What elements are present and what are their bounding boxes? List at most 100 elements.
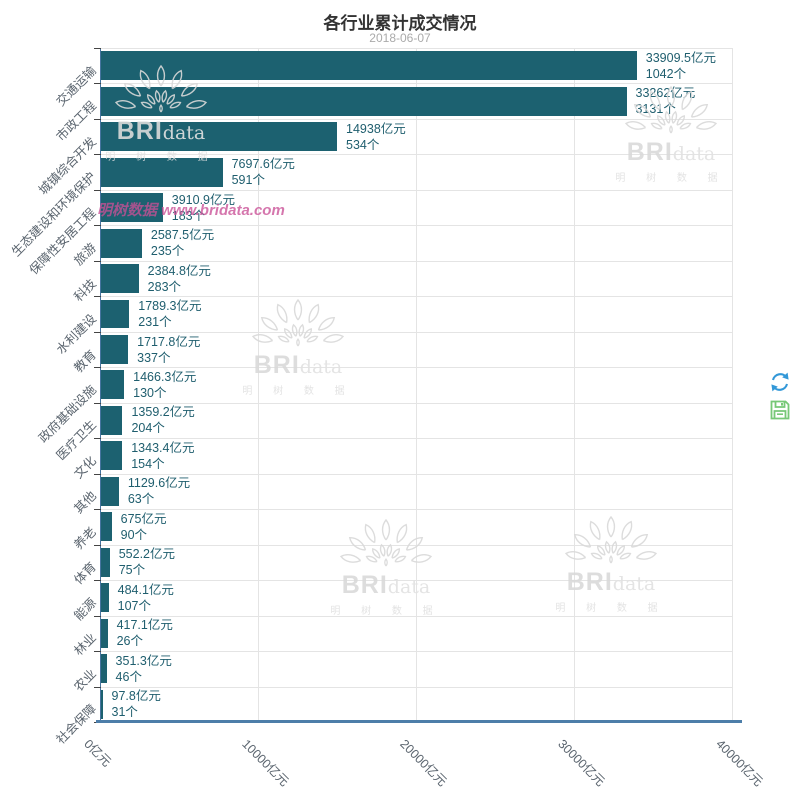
bar-value-label: 552.2亿元: [118, 547, 175, 562]
bar-label: 33909.5亿元 1042个: [646, 50, 716, 82]
bar[interactable]: [101, 689, 103, 719]
y-axis-tick: [94, 189, 101, 191]
bar[interactable]: [101, 51, 637, 81]
bar[interactable]: [101, 264, 139, 293]
y-axis-tick: [94, 367, 101, 369]
bar-label: 1789.3亿元 231个: [138, 298, 201, 330]
category-label: 养老: [71, 524, 100, 553]
y-gridline: [101, 402, 733, 404]
refresh-button[interactable]: [768, 370, 792, 394]
bar-count-label: 1042个: [645, 66, 687, 81]
bar-count-label: 337个: [137, 350, 171, 365]
bar-value-label: 1717.8亿元: [137, 334, 201, 349]
bar[interactable]: [101, 441, 123, 471]
bar[interactable]: [101, 370, 125, 400]
y-axis-tick: [94, 260, 101, 262]
bar[interactable]: [101, 86, 627, 116]
bar[interactable]: [101, 654, 107, 684]
category-label: 文化: [71, 453, 100, 482]
bar-value-label: 1789.3亿元: [138, 299, 202, 314]
bar-label: 1466.3亿元 130个: [133, 369, 196, 401]
bar-label: 417.1亿元 26个: [117, 617, 173, 649]
category-label: 旅游: [71, 240, 100, 269]
y-gridline: [101, 83, 733, 85]
bar-value-label: 1466.3亿元: [133, 370, 197, 384]
y-axis-tick: [94, 402, 101, 404]
category-label: 教育: [71, 347, 100, 375]
bar-count-label: 183个: [171, 208, 206, 223]
save-image-button[interactable]: [768, 398, 792, 422]
y-axis-tick: [94, 83, 101, 85]
category-label: 农业: [71, 666, 100, 694]
bar-count-label: 63个: [127, 492, 155, 507]
bar[interactable]: [101, 405, 123, 435]
x-tick-label: 0亿元: [81, 736, 114, 770]
bar-label: 2587.5亿元 235个: [151, 227, 214, 259]
bar[interactable]: [101, 299, 130, 329]
bar-label: 1359.2亿元 204个: [131, 404, 194, 436]
bar[interactable]: [101, 547, 110, 577]
bar-label: 1343.4亿元 154个: [131, 440, 194, 472]
y-gridline: [101, 615, 733, 617]
bar-value-label: 675亿元: [120, 511, 167, 526]
x-tick-label: 10000亿元: [239, 736, 292, 789]
y-axis-tick: [94, 154, 101, 156]
bar-value-label: 14938亿元: [346, 121, 406, 136]
bar[interactable]: [101, 334, 129, 364]
bar-label: 552.2亿元 75个: [119, 546, 175, 578]
x-gridline: [416, 48, 417, 722]
y-gridline: [101, 189, 733, 191]
bar-value-label: 351.3亿元: [115, 653, 172, 668]
bar-value-label: 3910.9亿元: [171, 192, 236, 207]
bar[interactable]: [101, 157, 223, 187]
bar-label: 1129.6亿元 63个: [128, 475, 190, 507]
bar-value-label: 7697.6亿元: [231, 157, 295, 172]
bar[interactable]: [101, 476, 119, 506]
bar-count-label: 107个: [117, 598, 151, 613]
bar-label: 7697.6亿元 591个: [232, 156, 295, 188]
bar-count-label: 130个: [133, 386, 167, 400]
bar[interactable]: [101, 583, 109, 613]
bar[interactable]: [101, 228, 142, 258]
bar-count-label: 283个: [147, 279, 182, 294]
bar-label: 351.3亿元 46个: [116, 653, 172, 685]
y-gridline: [101, 225, 733, 227]
bar[interactable]: [101, 618, 108, 648]
y-gridline: [101, 296, 733, 298]
y-gridline: [101, 473, 733, 475]
bar-count-label: 3131个: [635, 102, 676, 117]
category-label: 林业: [71, 630, 100, 659]
bar-value-label: 1343.4亿元: [131, 440, 195, 455]
y-axis-tick: [94, 686, 101, 688]
y-gridline: [101, 367, 733, 369]
y-axis-tick: [94, 118, 101, 120]
category-label: 其他: [71, 489, 100, 517]
x-gridline: [574, 48, 575, 722]
y-gridline: [101, 651, 733, 653]
y-axis-tick: [94, 509, 101, 511]
category-label: 科技: [71, 276, 100, 304]
y-axis-tick: [94, 473, 101, 475]
y-gridline: [101, 544, 733, 546]
bar-value-label: 1359.2亿元: [131, 405, 195, 420]
y-gridline: [101, 118, 733, 120]
bar-value-label: 484.1亿元: [117, 582, 174, 597]
refresh-icon: [771, 372, 789, 392]
bar-label: 14938亿元 534个: [346, 121, 406, 153]
bar-count-label: 46个: [115, 669, 142, 684]
bar-label: 97.8亿元 31个: [112, 688, 161, 720]
y-axis-tick: [94, 331, 101, 333]
y-gridline: [101, 260, 733, 262]
bar-value-label: 97.8亿元: [111, 689, 161, 704]
bar[interactable]: [101, 193, 163, 223]
bar[interactable]: [101, 122, 338, 152]
bar-count-label: 154个: [131, 456, 165, 471]
bar[interactable]: [101, 512, 112, 542]
plot-area: 33909.5亿元 1042个 33262亿元 3131个 14938亿元 534个 769…: [94, 48, 733, 723]
bar-count-label: 31个: [111, 705, 138, 720]
y-axis-tick: [94, 296, 101, 298]
bar-count-label: 75个: [118, 563, 146, 578]
bar-label: 33262亿元 3131个: [636, 85, 696, 117]
y-gridline: [101, 154, 733, 156]
x-gridline: [732, 48, 733, 722]
